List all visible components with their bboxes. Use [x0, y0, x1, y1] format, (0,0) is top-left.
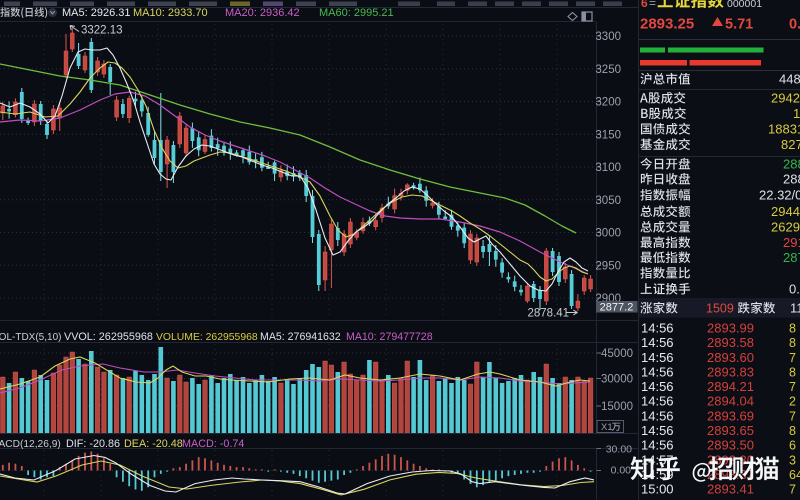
svg-text:DIF: -20.86: DIF: -20.86: [66, 438, 120, 450]
svg-text:2893.41: 2893.41: [707, 482, 754, 497]
svg-text:8: 8: [789, 424, 796, 438]
svg-text:VVOL: 262955968: VVOL: 262955968: [64, 331, 153, 343]
svg-text:2893.58: 2893.58: [707, 335, 754, 350]
svg-text:6: 6: [641, 0, 648, 10]
svg-text:000001: 000001: [727, 0, 762, 10]
svg-text:14:56: 14:56: [641, 394, 674, 409]
svg-text:30000: 30000: [601, 374, 633, 386]
svg-text:3250: 3250: [595, 64, 621, 76]
svg-text:7: 7: [789, 483, 796, 497]
svg-text:2877.2: 2877.2: [600, 302, 634, 314]
svg-text:X1: X1: [601, 422, 613, 433]
svg-text:14:56: 14:56: [641, 423, 674, 438]
svg-text:15:00: 15:00: [641, 482, 674, 497]
svg-text:22.32/0.7: 22.32/0.7: [759, 188, 800, 203]
svg-text:=: =: [649, 0, 656, 10]
svg-text:MA60: 2995.21: MA60: 2995.21: [319, 7, 394, 19]
svg-text:2950: 2950: [595, 260, 621, 272]
svg-text:2893.99: 2893.99: [707, 321, 754, 336]
svg-text:MACD: -0.74: MACD: -0.74: [182, 438, 244, 450]
svg-text:MA5: 2926.31: MA5: 2926.31: [62, 7, 131, 19]
svg-text:2912: 2912: [783, 235, 800, 250]
svg-text:45000: 45000: [601, 348, 633, 360]
svg-text:15000: 15000: [601, 401, 633, 413]
svg-text:64: 64: [789, 468, 800, 482]
svg-text:VOLUME: 262955968: VOLUME: 262955968: [156, 332, 258, 343]
svg-text:2: 2: [789, 395, 796, 409]
svg-text:2893.60: 2893.60: [707, 350, 754, 365]
svg-text:8: 8: [789, 365, 796, 379]
svg-text:11: 11: [790, 301, 800, 316]
svg-text:3150: 3150: [595, 129, 621, 141]
svg-text:3200: 3200: [595, 97, 621, 109]
svg-text:3000: 3000: [595, 228, 621, 240]
svg-text:2883: 2883: [783, 157, 800, 172]
svg-text:3300: 3300: [595, 31, 621, 43]
svg-text:14:57: 14:57: [641, 452, 674, 467]
svg-text:3100: 3100: [595, 162, 621, 174]
svg-text:MA10: 279477728: MA10: 279477728: [346, 331, 433, 343]
svg-text:VOL-TDX(5,10): VOL-TDX(5,10): [0, 332, 61, 343]
svg-text:14:56: 14:56: [641, 350, 674, 365]
svg-text:14:56: 14:56: [641, 408, 674, 423]
svg-text:7: 7: [789, 409, 796, 423]
svg-text:0.6: 0.6: [789, 282, 800, 297]
svg-text:3322.13: 3322.13: [81, 25, 123, 37]
svg-text:6: 6: [789, 439, 796, 453]
svg-text:2894.21: 2894.21: [707, 379, 754, 394]
svg-text:DEA: -20.48: DEA: -20.48: [124, 438, 183, 450]
svg-text:MACD(12,26,9): MACD(12,26,9): [0, 439, 61, 450]
svg-text:3: 3: [789, 453, 796, 467]
svg-text:3050: 3050: [595, 195, 621, 207]
svg-text:2887: 2887: [783, 172, 800, 187]
svg-text:MA5: 276941632: MA5: 276941632: [260, 331, 341, 343]
svg-text:7: 7: [789, 351, 796, 365]
svg-text:1509: 1509: [706, 302, 734, 316]
svg-text:MA20: 2936.42: MA20: 2936.42: [225, 7, 300, 19]
svg-text:26295: 26295: [771, 220, 800, 235]
svg-text:14:56: 14:56: [641, 364, 674, 379]
svg-text:8: 8: [789, 336, 796, 350]
svg-text:14:56: 14:56: [641, 335, 674, 350]
svg-text:30.00: 30.00: [606, 444, 632, 456]
svg-text:8: 8: [789, 322, 796, 336]
svg-text:2893.50: 2893.50: [707, 438, 754, 453]
svg-text:14:56: 14:56: [641, 438, 674, 453]
svg-text:2893.25: 2893.25: [640, 16, 694, 33]
svg-text:4484: 4484: [779, 72, 800, 87]
svg-text:2893.69: 2893.69: [707, 408, 754, 423]
svg-text:14:56: 14:56: [641, 321, 674, 336]
svg-text:0.2: 0.2: [789, 17, 800, 33]
svg-text:2878.41: 2878.41: [528, 308, 570, 320]
svg-text:2893.65: 2893.65: [707, 423, 754, 438]
svg-text:188312: 188312: [768, 122, 800, 137]
svg-text:2893.83: 2893.83: [707, 364, 754, 379]
svg-text:2894.04: 2894.04: [707, 394, 754, 409]
svg-text:7: 7: [789, 380, 796, 394]
svg-text:0.00: 0.00: [611, 465, 632, 477]
svg-text:14:56: 14:56: [641, 379, 674, 394]
svg-text:2878: 2878: [783, 250, 800, 265]
svg-text:MA10: 2933.70: MA10: 2933.70: [133, 7, 208, 19]
svg-text:5.71: 5.71: [725, 17, 753, 33]
svg-text:12: 12: [793, 106, 800, 121]
